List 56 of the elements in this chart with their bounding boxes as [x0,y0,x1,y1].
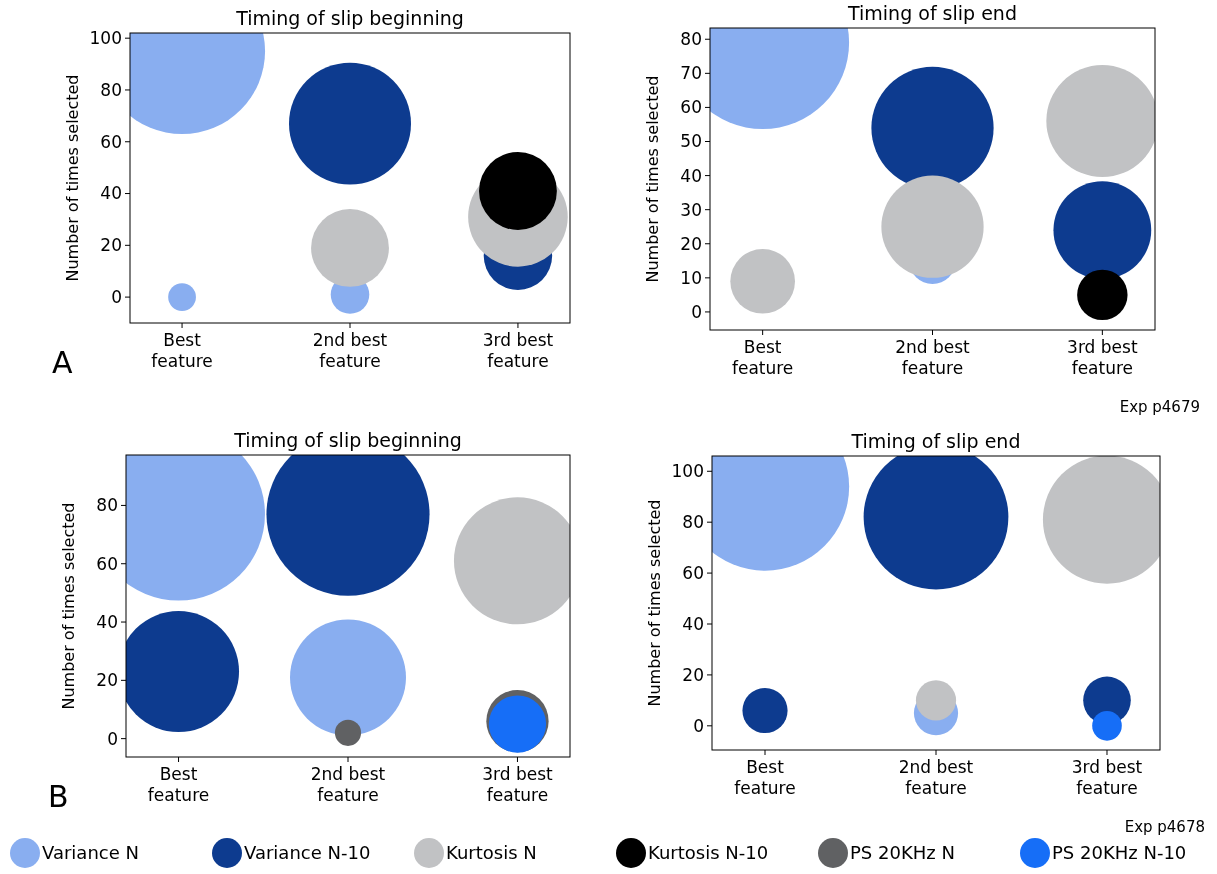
x-tick-label: Best feature [731,337,794,378]
y-tick-label: 80 [96,495,118,516]
legend-label: Variance N [42,842,139,864]
text: B [48,779,69,814]
y-tick-label: 20 [682,664,704,685]
y-tick-label: 40 [100,183,122,204]
x-tick-label: 3rd best feature [482,330,554,371]
x-tick-label: 2nd best feature [312,330,388,371]
y-tick-label: 20 [96,670,118,691]
y-axis-title: Number of times selected [645,499,664,707]
x-tick-label: Best feature [151,330,213,371]
x-tick-label: 2nd best feature [898,757,974,798]
y-tick-label: 60 [100,131,122,152]
y-tick-label: 40 [96,611,118,632]
y-tick-label: 60 [682,563,704,584]
y-tick-label: 80 [100,79,122,100]
x-tick-label: 2nd best feature [310,764,386,805]
chart-title: Timing of slip beginning [233,429,462,451]
y-tick-label: 30 [680,199,702,220]
y-tick-label: 0 [693,715,704,736]
text: Exp p4679 [1119,398,1200,416]
legend-label: Kurtosis N [446,842,537,864]
y-tick-label: 40 [680,165,702,186]
y-tick-label: 20 [680,233,702,254]
y-axis-title: Number of times selected [63,74,82,282]
y-tick-label: 100 [89,28,122,49]
y-tick-label: 100 [671,461,704,482]
legend-label: PS 20KHz N [850,842,955,864]
y-tick-label: 60 [680,97,702,118]
y-tick-label: 0 [111,287,122,308]
legend-label: Variance N-10 [244,842,371,864]
y-tick-label: 80 [680,29,702,50]
text: Exp p4678 [1124,818,1205,836]
chart-title: Timing of slip end [850,430,1021,452]
y-tick-label: 40 [682,613,704,634]
x-tick-label: Best feature [734,757,796,798]
chart-title: Timing of slip beginning [235,7,464,29]
y-axis-title: Number of times selected [643,75,662,283]
y-tick-label: 50 [680,131,702,152]
y-tick-label: 0 [691,301,702,322]
x-tick-label: 2nd best feature [895,337,971,378]
legend-label: Kurtosis N-10 [648,842,769,864]
y-tick-label: 10 [680,267,702,288]
y-axis-title: Number of times selected [59,502,78,710]
y-tick-label: 80 [682,512,704,533]
text: A [52,345,73,380]
y-tick-label: 0 [107,728,118,749]
y-tick-label: 70 [680,63,702,84]
chart-title: Timing of slip end [847,2,1017,24]
x-tick-label: 3rd best feature [482,764,554,805]
x-tick-label: 3rd best feature [1067,337,1138,378]
y-tick-label: 60 [96,553,118,574]
x-tick-label: Best feature [147,764,210,805]
legend-label: PS 20KHz N-10 [1052,842,1187,864]
y-tick-label: 20 [100,235,122,256]
x-tick-label: 3rd best feature [1071,757,1143,798]
